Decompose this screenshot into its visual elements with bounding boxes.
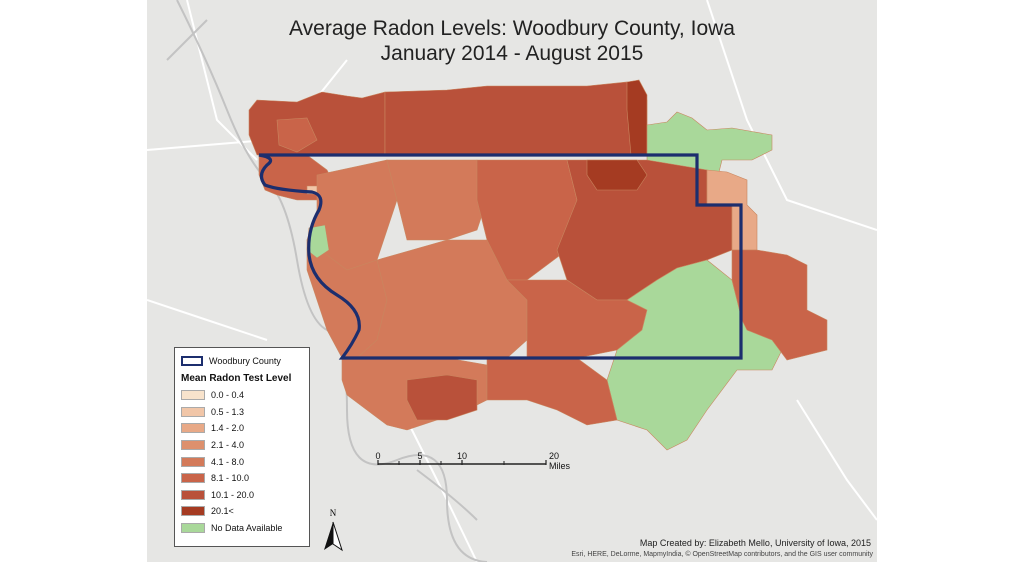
legend-class-label: 0.0 - 0.4 bbox=[211, 390, 245, 401]
north-label: N bbox=[329, 508, 337, 518]
scale-tick-label: 10 bbox=[456, 451, 468, 461]
legend-class-label: 0.5 - 1.3 bbox=[211, 406, 245, 417]
legend-class-label: No Data Available bbox=[211, 523, 283, 534]
region-east-darkest bbox=[586, 159, 648, 191]
legend-swatch bbox=[181, 473, 205, 484]
legend: Woodbury County Mean Radon Test Level 0.… bbox=[174, 347, 310, 547]
legend-class-label: 4.1 - 8.0 bbox=[211, 456, 245, 467]
legend-class: 20.1< bbox=[181, 503, 303, 520]
legend-class: 1.4 - 2.0 bbox=[181, 420, 303, 437]
region-south-outside-2 bbox=[486, 357, 618, 426]
map-frame: Average Radon Levels: Woodbury County, I… bbox=[147, 0, 877, 562]
region-north-small bbox=[276, 117, 318, 153]
region-north-east-dark bbox=[626, 79, 648, 156]
region-north-east bbox=[384, 81, 648, 156]
legend-class-label: 20.1< bbox=[211, 506, 234, 517]
map-subtitle: January 2014 - August 2015 bbox=[380, 42, 644, 65]
map-title: Average Radon Levels: Woodbury County, I… bbox=[289, 17, 735, 40]
scale-tick-label: 0 bbox=[375, 451, 381, 461]
legend-class: 0.5 - 1.3 bbox=[181, 404, 303, 421]
legend-class: No Data Available bbox=[181, 520, 303, 537]
legend-swatch bbox=[181, 406, 205, 417]
legend-class-label: 1.4 - 2.0 bbox=[211, 423, 245, 434]
scale-bar-graphic bbox=[377, 460, 547, 465]
legend-boundary-label: Woodbury County bbox=[209, 356, 281, 366]
map-canvas bbox=[147, 0, 877, 562]
region-south-dark bbox=[406, 374, 478, 421]
legend-class-label: 2.1 - 4.0 bbox=[211, 440, 245, 451]
legend-heading: Mean Radon Test Level bbox=[181, 373, 292, 384]
legend-swatch bbox=[181, 456, 205, 467]
legend-class-label: 10.1 - 20.0 bbox=[211, 489, 255, 500]
legend-swatch bbox=[181, 489, 205, 500]
basemap-attribution: Esri, HERE, DeLorme, MapmyIndia, © OpenS… bbox=[571, 551, 873, 558]
legend-class: 4.1 - 8.0 bbox=[181, 453, 303, 470]
legend-class: 10.1 - 20.0 bbox=[181, 487, 303, 504]
scale-tick-label: 20 Miles bbox=[549, 451, 571, 471]
legend-swatch bbox=[181, 423, 205, 434]
woodbury-county-boundary bbox=[258, 153, 743, 360]
map-credit: Map Created by: Elizabeth Mello, Univers… bbox=[639, 538, 871, 548]
legend-class: 2.1 - 4.0 bbox=[181, 437, 303, 454]
region-north-west bbox=[248, 91, 386, 156]
north-arrow-icon: N bbox=[322, 508, 344, 552]
legend-class: 8.1 - 10.0 bbox=[181, 470, 303, 487]
scale-tick-label: 5 bbox=[417, 451, 423, 461]
legend-swatch bbox=[181, 440, 205, 451]
legend-class-label: 8.1 - 10.0 bbox=[211, 473, 250, 484]
scale-bar: 0 5 10 20 Miles bbox=[374, 448, 594, 478]
legend-class: 0.0 - 0.4 bbox=[181, 387, 303, 404]
legend-swatch bbox=[181, 506, 205, 517]
region-central bbox=[386, 159, 488, 241]
legend-boundary-swatch bbox=[181, 356, 203, 366]
north-arrow-graphic bbox=[324, 521, 343, 552]
legend-boundary-entry: Woodbury County bbox=[181, 353, 303, 369]
region-no-data-se bbox=[606, 259, 788, 451]
legend-swatch bbox=[181, 523, 205, 534]
legend-swatch bbox=[181, 390, 205, 401]
